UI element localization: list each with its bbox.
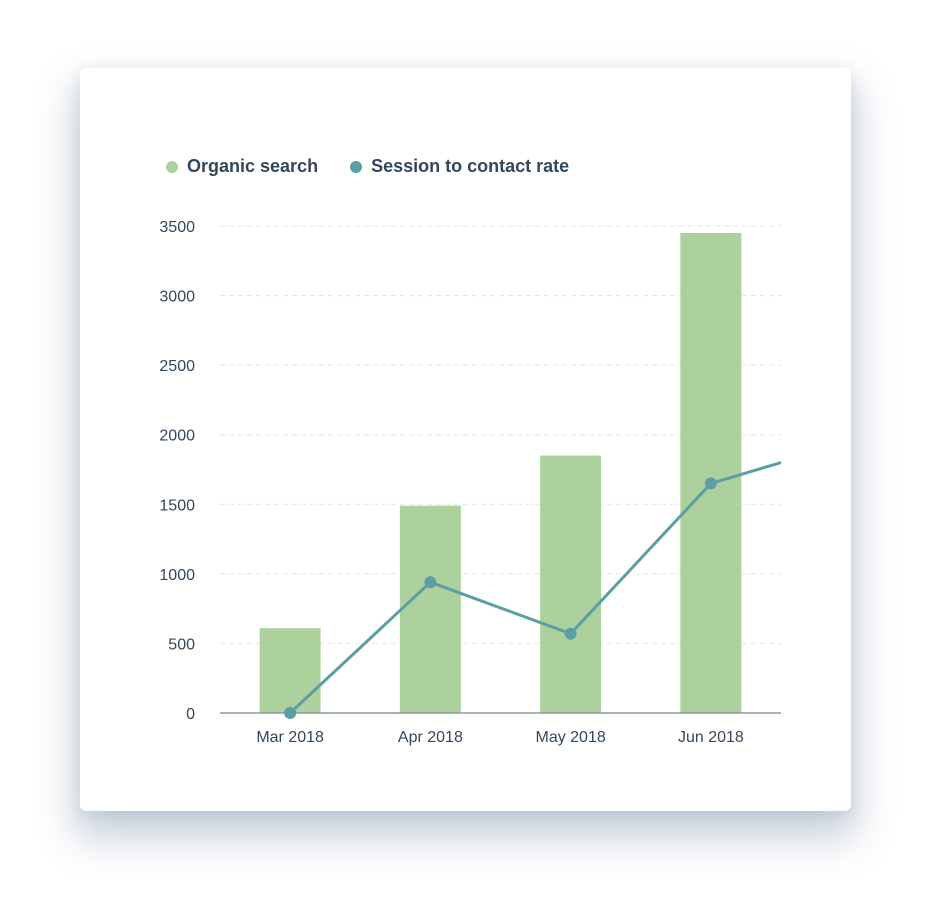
y-tick-label: 1500 xyxy=(159,497,195,514)
legend-label-session-to-contact-rate: Session to contact rate xyxy=(371,156,570,176)
legend: Organic search Session to contact rate xyxy=(166,156,601,177)
bar-organic-search xyxy=(259,628,321,713)
point-session-to-contact-rate xyxy=(424,576,437,589)
bar-organic-search xyxy=(680,232,742,713)
y-tick-label: 0 xyxy=(186,706,195,723)
combo-chart: 0 500 1000 1500 2000 2500 3000 3500 Mar 2018 Apr … xyxy=(159,219,782,746)
bar-organic-search xyxy=(399,505,461,713)
x-tick-label: Mar 2018 xyxy=(256,729,324,746)
x-tick-label: May 2018 xyxy=(535,729,605,746)
point-session-to-contact-rate xyxy=(284,707,297,719)
chart-card: Organic search Session to contact rate 0… xyxy=(80,68,851,811)
legend-item-organic-search[interactable]: Organic search xyxy=(166,156,318,177)
point-session-to-contact-rate xyxy=(704,477,717,490)
legend-swatch-session-to-contact-rate xyxy=(350,160,363,173)
bar-organic-search xyxy=(540,455,602,713)
y-tick-label: 2000 xyxy=(159,428,195,445)
legend-swatch-organic-search xyxy=(166,160,178,173)
x-tick-label: Jun 2018 xyxy=(678,729,744,746)
y-tick-label: 2500 xyxy=(159,358,195,375)
x-tick-label: Apr 2018 xyxy=(398,729,463,746)
y-tick-label: 3000 xyxy=(159,289,195,306)
legend-item-session-to-contact-rate[interactable]: Session to contact rate xyxy=(350,156,569,177)
legend-label-organic-search: Organic search xyxy=(187,156,319,176)
y-tick-label: 3500 xyxy=(159,219,195,236)
y-tick-label: 500 xyxy=(168,636,195,653)
y-tick-label: 1000 xyxy=(159,567,195,584)
point-session-to-contact-rate xyxy=(564,627,577,640)
